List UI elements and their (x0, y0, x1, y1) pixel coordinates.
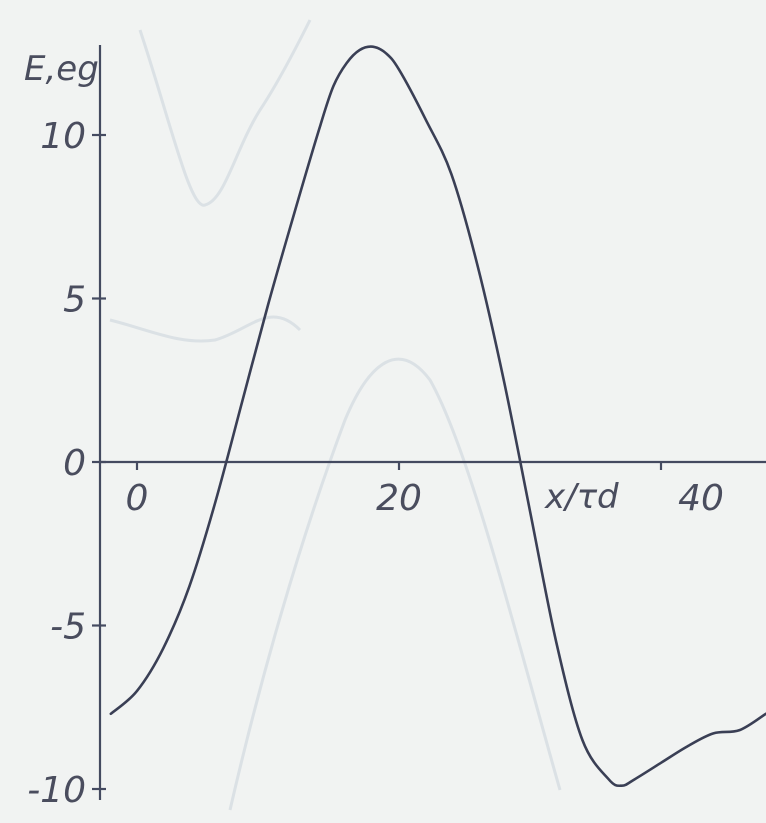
data-series-line (109, 45, 766, 788)
x-axis-label: x/τd (544, 477, 619, 517)
y-tick-group: -10 -5 0 5 10 (27, 116, 106, 811)
y-tick-label: -5 (50, 607, 86, 648)
x-tick-label: 40 (678, 478, 724, 519)
x-axis: 0 20 40 x/τd (100, 460, 766, 519)
y-axis-label: E,eg (24, 49, 99, 89)
y-axis: -10 -5 0 5 10 E,eg (24, 45, 106, 811)
y-tick-label: -10 (27, 770, 86, 811)
x-tick-group: 0 20 40 (126, 462, 724, 519)
y-tick-label: 5 (63, 280, 86, 321)
y-tick-label: 10 (40, 116, 86, 157)
y-tick-label: 0 (63, 443, 86, 484)
x-tick-label: 20 (376, 478, 422, 519)
x-tick-label: 0 (126, 478, 149, 519)
background-show-through (109, 19, 562, 811)
